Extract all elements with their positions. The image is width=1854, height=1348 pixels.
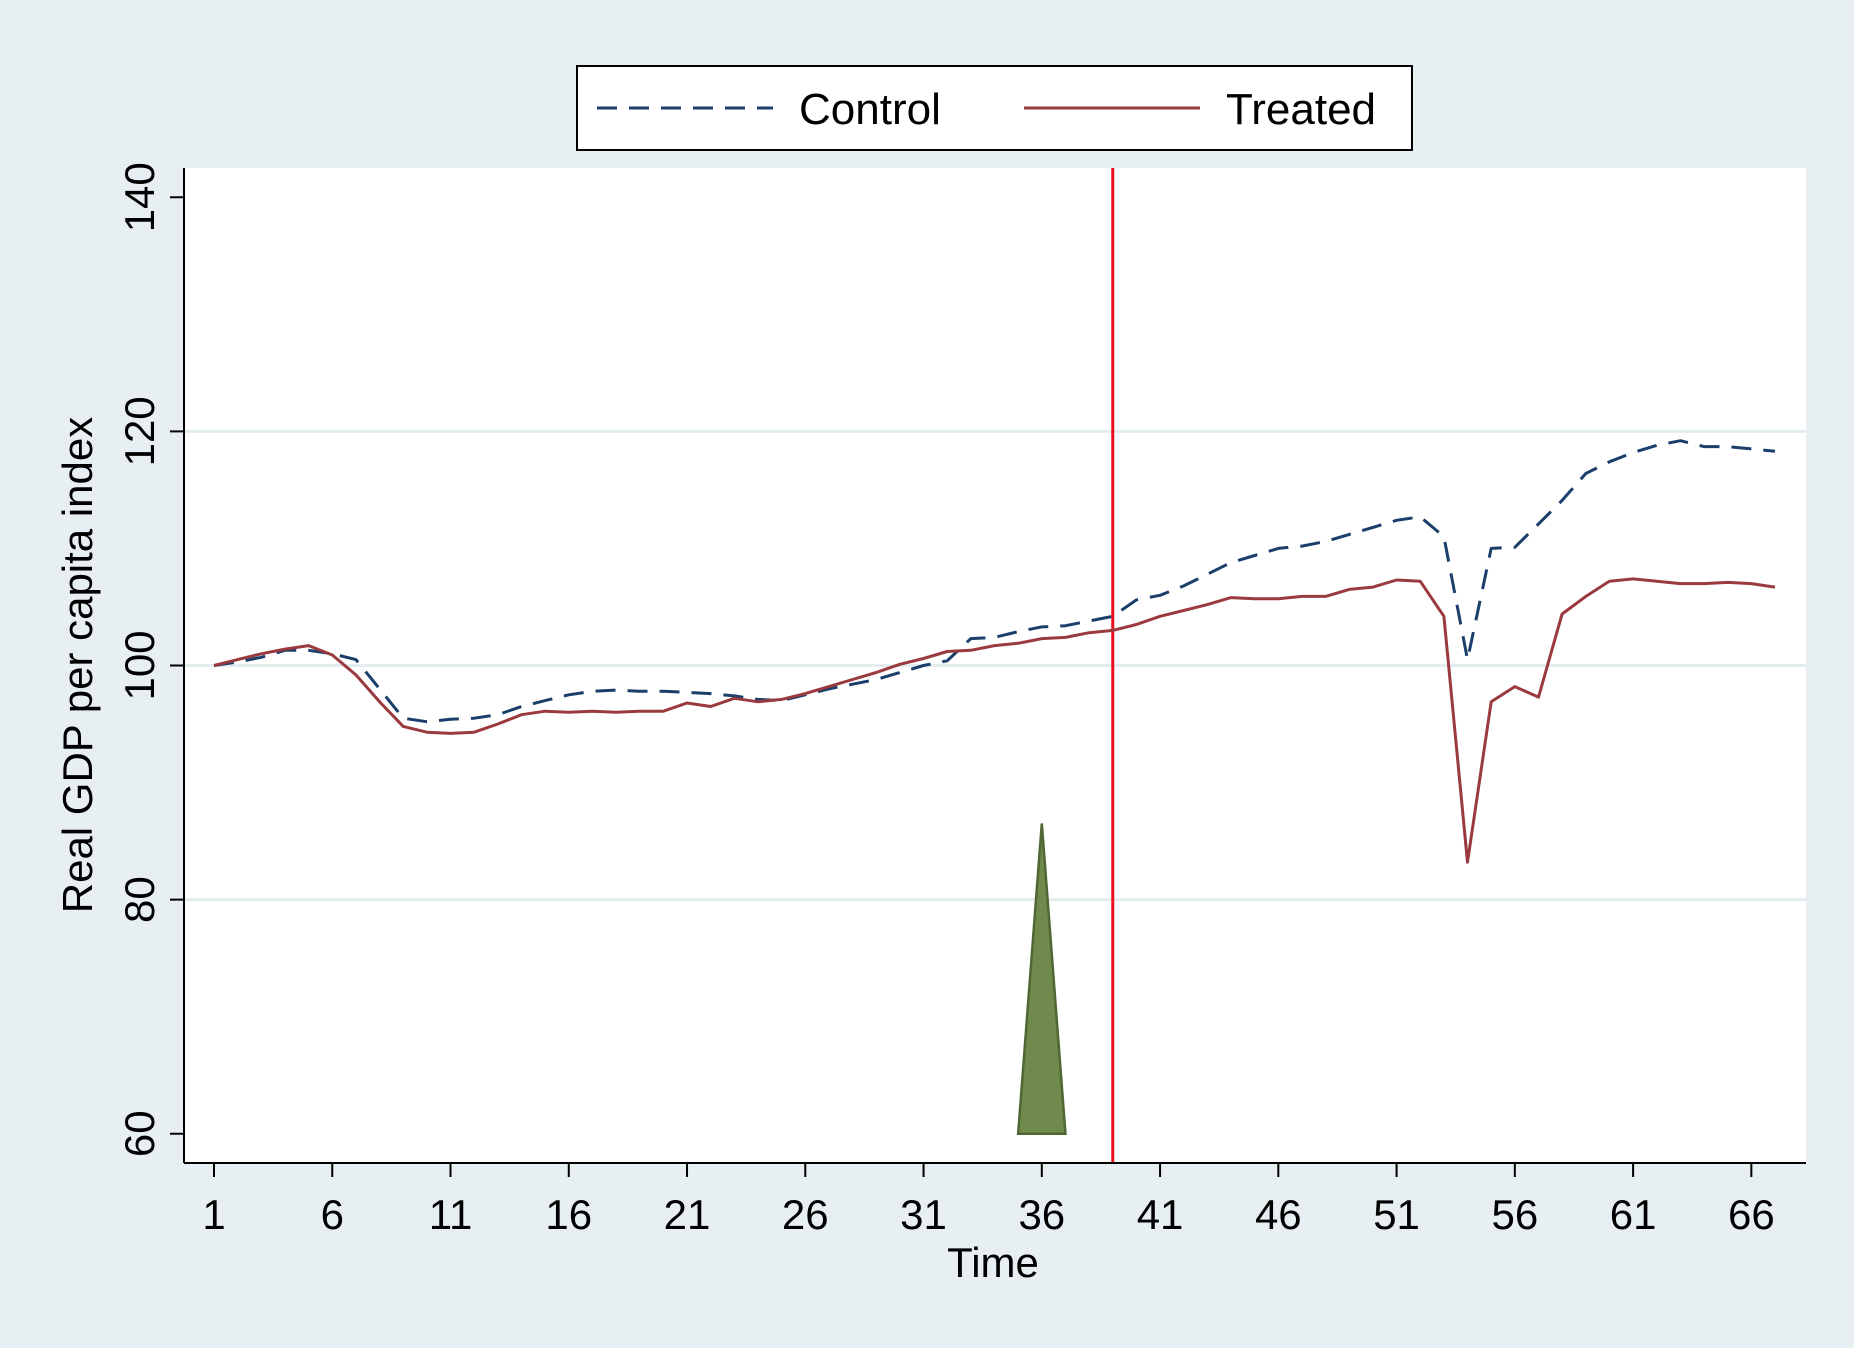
x-tick-label-46: 46 [1255, 1191, 1302, 1238]
x-tick-label-31: 31 [900, 1191, 947, 1238]
x-tick-label-51: 51 [1373, 1191, 1420, 1238]
legend-label-control: Control [799, 85, 941, 134]
y-axis-title: Real GDP per capita index [54, 417, 101, 914]
x-tick-label-11: 11 [429, 1191, 473, 1238]
x-tick-label-61: 61 [1610, 1191, 1657, 1238]
x-tick-label-26: 26 [782, 1191, 829, 1238]
x-tick-label-66: 66 [1728, 1191, 1775, 1238]
y-tick-label-120: 120 [116, 396, 163, 466]
triangle-marker [1016, 823, 1067, 1135]
x-tick-label-56: 56 [1491, 1191, 1538, 1238]
y-tick-label-60: 60 [116, 1110, 163, 1157]
series-line-treated [213, 577, 1776, 864]
gridlines [184, 429, 1806, 902]
x-tick-label-36: 36 [1018, 1191, 1065, 1238]
x-tick-label-6: 6 [321, 1191, 344, 1238]
legend-box [576, 65, 1413, 151]
y-tick-label-80: 80 [116, 876, 163, 923]
x-axis-title: Time [947, 1239, 1039, 1286]
series-line-control [213, 439, 1776, 724]
series-lines [213, 439, 1776, 864]
x-tick-label-21: 21 [664, 1191, 711, 1238]
y-tick-label-100: 100 [116, 630, 163, 700]
y-tick-label-140: 140 [116, 162, 163, 232]
legend: Control Treated [576, 65, 1413, 151]
x-tick-label-16: 16 [545, 1191, 592, 1238]
x-tick-label-1: 1 [202, 1191, 225, 1238]
x-tick-label-41: 41 [1137, 1191, 1184, 1238]
annotations [1016, 168, 1115, 1163]
legend-label-treated: Treated [1226, 85, 1376, 134]
